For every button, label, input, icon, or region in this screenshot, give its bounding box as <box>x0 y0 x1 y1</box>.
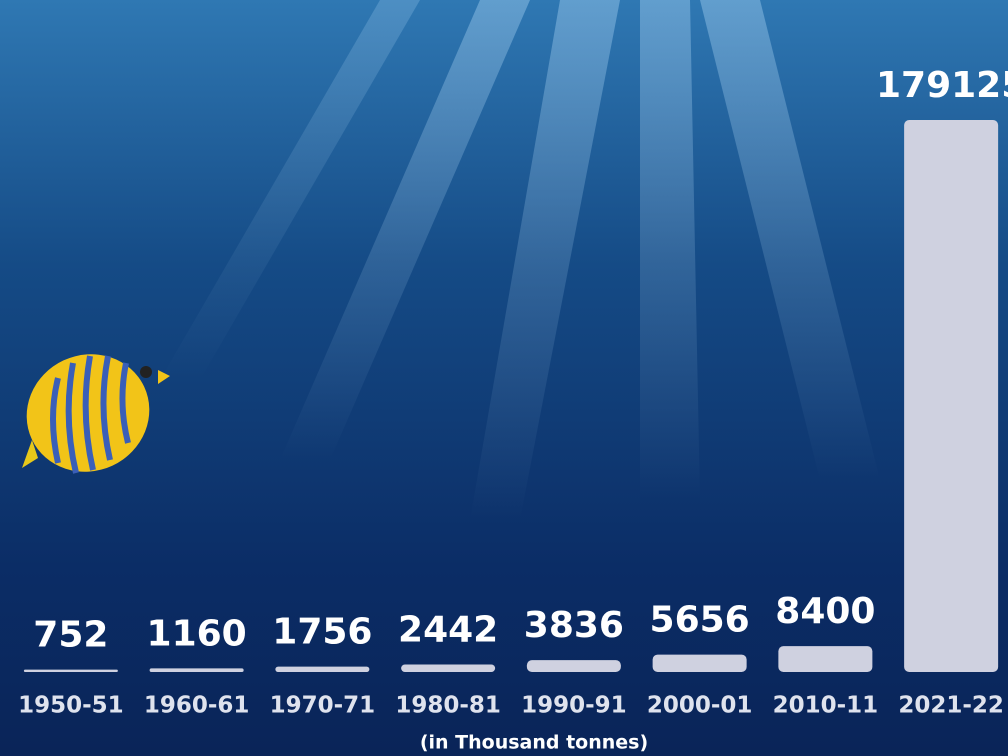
x-tick-label: 1990-91 <box>521 693 627 719</box>
value-label: 752 <box>33 615 108 656</box>
x-tick-label: 1980-81 <box>395 693 501 719</box>
bar <box>904 120 999 672</box>
value-label: 8400 <box>775 591 875 632</box>
fish-illustration <box>22 354 170 474</box>
value-label: 1160 <box>147 613 247 654</box>
value-label: 1756 <box>272 612 372 653</box>
bar <box>652 654 747 672</box>
value-label: 3836 <box>524 605 624 646</box>
x-tick-label: 1970-71 <box>270 693 376 719</box>
x-tick-label: 2021-22 <box>898 693 1004 719</box>
unit-note: (in Thousand tonnes) <box>420 732 648 754</box>
x-tick-label: 2010-11 <box>773 693 879 719</box>
x-tick-label: 2000-01 <box>647 693 753 719</box>
x-tick-label: 1960-61 <box>144 693 250 719</box>
bar <box>23 669 118 672</box>
bar <box>275 666 370 672</box>
value-label: 179125 <box>876 65 1008 106</box>
bar <box>778 646 873 672</box>
bar <box>401 664 496 672</box>
x-tick-label: 1950-51 <box>18 693 124 719</box>
bar <box>526 660 621 672</box>
value-label: 5656 <box>650 600 750 641</box>
value-label: 2442 <box>398 609 498 650</box>
bar <box>149 668 244 672</box>
light-rays <box>160 0 880 520</box>
